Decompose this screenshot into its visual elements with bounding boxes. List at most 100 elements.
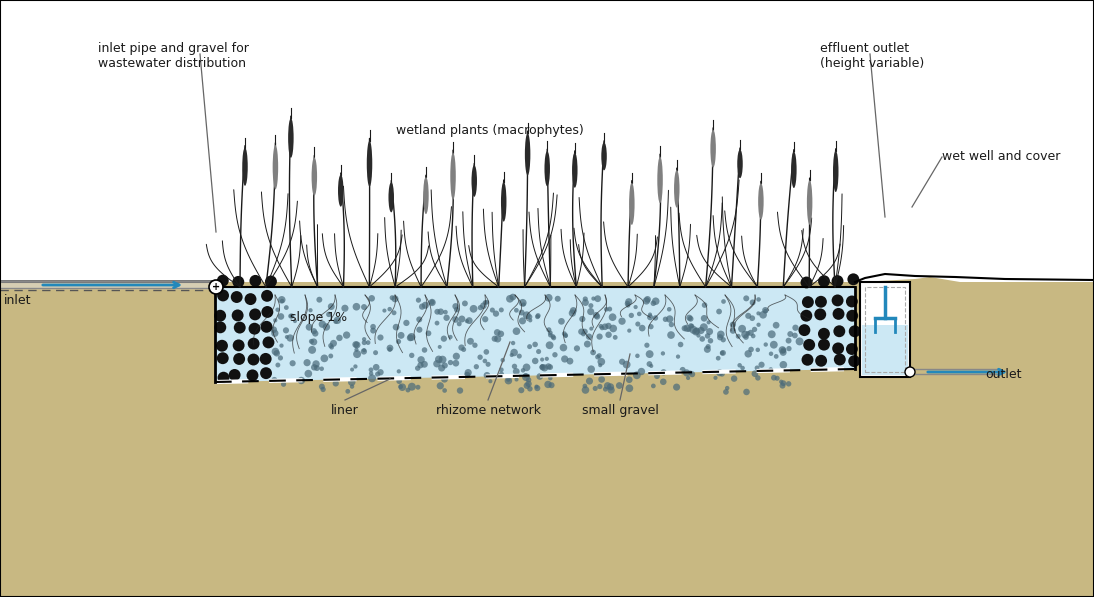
Ellipse shape (545, 151, 550, 186)
Circle shape (362, 337, 366, 341)
Circle shape (426, 330, 431, 336)
Circle shape (598, 376, 605, 383)
Circle shape (703, 346, 711, 353)
Circle shape (373, 364, 380, 371)
Circle shape (598, 324, 603, 328)
Circle shape (570, 307, 577, 314)
Circle shape (818, 328, 830, 340)
Circle shape (802, 354, 814, 366)
Circle shape (527, 314, 533, 319)
Circle shape (719, 371, 725, 377)
Circle shape (352, 303, 360, 310)
Circle shape (688, 316, 694, 322)
Circle shape (602, 324, 608, 330)
Circle shape (511, 341, 515, 345)
Circle shape (818, 338, 830, 350)
Circle shape (814, 309, 826, 321)
Circle shape (447, 360, 453, 365)
Circle shape (281, 381, 287, 387)
Circle shape (336, 335, 342, 341)
Circle shape (801, 310, 812, 322)
Circle shape (730, 328, 736, 334)
Circle shape (562, 331, 567, 336)
Text: effluent outlet
(height variable): effluent outlet (height variable) (820, 42, 924, 70)
Circle shape (795, 337, 804, 346)
Circle shape (605, 331, 612, 338)
Circle shape (607, 383, 614, 390)
Circle shape (284, 335, 289, 339)
Circle shape (504, 377, 512, 384)
Circle shape (600, 325, 605, 330)
Circle shape (218, 372, 230, 384)
Circle shape (578, 328, 584, 335)
Circle shape (755, 365, 759, 370)
Circle shape (737, 363, 742, 368)
Circle shape (561, 355, 568, 362)
Circle shape (596, 334, 603, 340)
Circle shape (723, 389, 729, 395)
Text: +: + (212, 282, 220, 292)
Circle shape (801, 276, 813, 288)
Ellipse shape (657, 156, 663, 203)
Circle shape (387, 347, 393, 352)
Text: slope 1%: slope 1% (290, 310, 347, 324)
Circle shape (316, 297, 323, 303)
Circle shape (217, 290, 229, 301)
Circle shape (298, 377, 305, 384)
Circle shape (717, 331, 724, 338)
Circle shape (303, 359, 311, 367)
Circle shape (485, 300, 489, 304)
Circle shape (688, 371, 693, 375)
Circle shape (458, 316, 465, 322)
Circle shape (593, 312, 600, 318)
Circle shape (644, 296, 651, 303)
Circle shape (261, 290, 274, 302)
Circle shape (799, 324, 811, 336)
Circle shape (750, 334, 756, 338)
Circle shape (713, 376, 718, 380)
Circle shape (443, 315, 450, 321)
Circle shape (271, 347, 279, 355)
Circle shape (595, 355, 601, 359)
Circle shape (625, 298, 632, 305)
Circle shape (288, 313, 293, 319)
Circle shape (532, 358, 538, 364)
Circle shape (330, 340, 337, 347)
Circle shape (370, 328, 376, 334)
Circle shape (749, 315, 755, 321)
Circle shape (764, 342, 768, 347)
Circle shape (365, 340, 371, 345)
Polygon shape (0, 281, 216, 290)
Circle shape (653, 315, 659, 321)
Circle shape (834, 353, 846, 365)
Circle shape (536, 373, 543, 380)
Circle shape (499, 367, 503, 372)
Circle shape (493, 329, 501, 336)
Circle shape (772, 322, 780, 328)
Circle shape (701, 302, 708, 308)
Circle shape (545, 294, 552, 301)
Circle shape (523, 373, 528, 378)
Circle shape (462, 300, 468, 306)
Circle shape (362, 348, 366, 352)
Circle shape (696, 333, 700, 338)
Circle shape (454, 307, 459, 312)
Circle shape (545, 381, 551, 388)
Circle shape (490, 307, 494, 313)
Circle shape (422, 347, 428, 353)
Circle shape (369, 367, 373, 372)
Circle shape (279, 343, 283, 347)
Circle shape (738, 325, 746, 333)
Circle shape (594, 296, 601, 302)
Circle shape (545, 357, 549, 361)
Circle shape (491, 336, 498, 341)
Circle shape (818, 275, 830, 287)
Circle shape (522, 302, 526, 306)
Circle shape (706, 344, 711, 349)
Circle shape (270, 327, 277, 333)
Circle shape (661, 369, 666, 376)
Circle shape (596, 353, 602, 358)
Circle shape (552, 352, 558, 358)
Ellipse shape (572, 153, 578, 187)
Circle shape (607, 386, 615, 393)
